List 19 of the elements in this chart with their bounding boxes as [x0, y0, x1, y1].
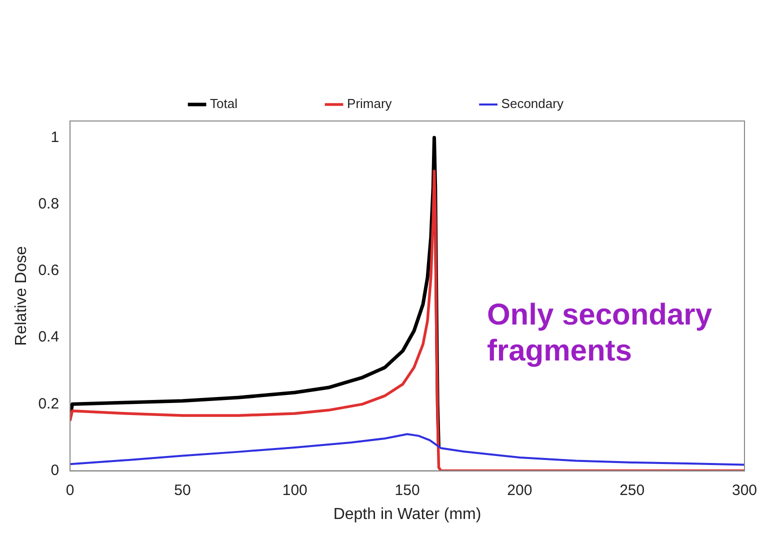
legend-label: Primary: [347, 96, 392, 112]
x-axis-title: Depth in Water (mm): [333, 506, 482, 523]
x-tick-label: 100: [282, 482, 308, 499]
x-tick-label: 50: [174, 482, 191, 499]
legend-label: Secondary: [501, 96, 564, 112]
x-tick-label: 0: [66, 482, 74, 499]
y-tick-label: 0: [50, 462, 60, 479]
y-axis-title: Relative Dose: [13, 246, 30, 346]
y-tick-label: 0.2: [38, 395, 60, 412]
x-tick-label: 250: [620, 482, 645, 499]
legend-label: Total: [210, 96, 238, 112]
y-tick-label: 0.8: [38, 195, 60, 212]
x-tick-label: 200: [507, 482, 532, 499]
y-tick-label: 0.4: [38, 328, 60, 346]
annotation: Only secondary fragments: [486, 298, 712, 368]
x-tick-label: 300: [732, 482, 757, 499]
y-tick-label: 1: [50, 128, 60, 146]
x-tick-label: 150: [394, 482, 420, 499]
y-tick-label: 0.6: [38, 262, 60, 280]
